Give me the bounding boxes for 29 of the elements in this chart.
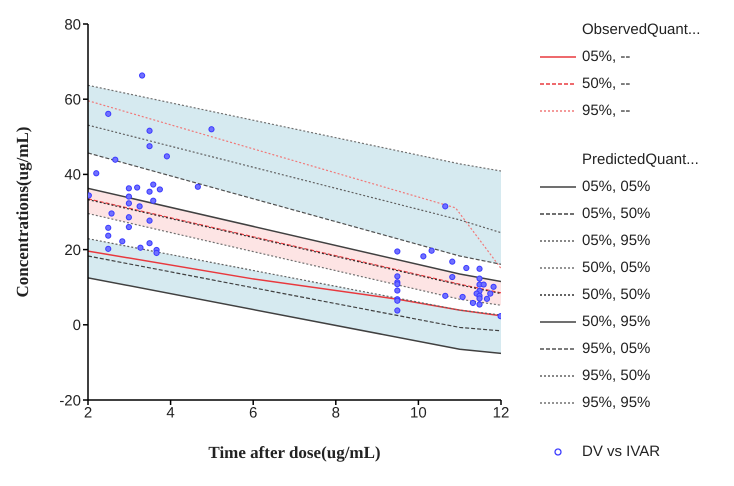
legend-label: 95%, 50% — [582, 366, 650, 386]
legend-label: 50%, -- — [582, 74, 630, 94]
legend-label: 50%, 95% — [582, 312, 650, 332]
x-axis-title: Time after dose(ug/mL) — [208, 443, 381, 462]
legend-label: 05%, 95% — [582, 231, 650, 251]
y-tick-label: 0 — [72, 317, 81, 334]
y-tick-label: -20 — [59, 392, 81, 410]
y-axis-title: Concentrations(ug/mL) — [13, 126, 32, 298]
x-tick-label: 12 — [492, 404, 510, 422]
legend-label: DV vs IVAR — [582, 442, 660, 462]
x-tick-label: 10 — [410, 404, 427, 422]
legend-label: 05%, -- — [582, 47, 630, 67]
text: PredictedQuant... — [581, 150, 700, 170]
x-tick-label: 4 — [166, 404, 175, 422]
legend-label: 95%, 05% — [582, 339, 650, 359]
y-tick-label: 60 — [64, 92, 81, 109]
legend-label: 95%, 95% — [582, 393, 650, 413]
legend-title: ObservedQuant... — [581, 20, 700, 40]
x-tick-label: 8 — [332, 404, 340, 422]
legend-label: 05%, 05% — [582, 177, 650, 197]
legend-label: 50%, 05% — [582, 258, 650, 278]
x-tick-label: 6 — [249, 404, 258, 422]
x-tick-label: 2 — [84, 404, 92, 422]
y-tick-label: 20 — [64, 242, 81, 259]
y-tick-label: 40 — [64, 166, 81, 184]
y-tick-label: 80 — [64, 16, 81, 34]
legend-label: 50%, 50% — [582, 285, 650, 305]
legend-label: 95%, -- — [582, 101, 630, 121]
legend-label: 05%, 50% — [582, 204, 650, 224]
